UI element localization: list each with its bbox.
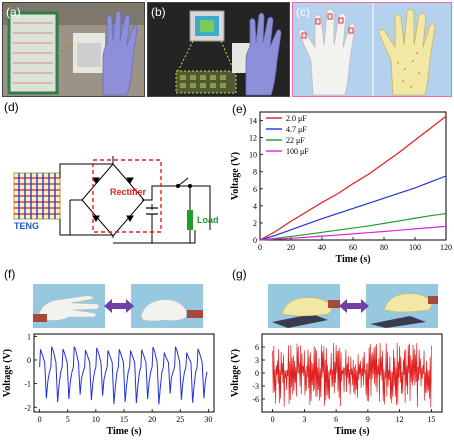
bridge-rectifier (81, 163, 145, 237)
double-arrow-icon (104, 299, 134, 313)
photo-panel-a: (a) (2, 2, 145, 97)
x-tick-label: 40 (318, 243, 326, 252)
glove-voltage-chart: 0 5 10 15 20 25 30 -2 -1 0 1 Time (s) Voltage (V) (2, 332, 215, 437)
y-tick-label: -1 (24, 380, 31, 389)
panel-label-a: (a) (6, 5, 21, 19)
photo-c-illustration (293, 3, 451, 96)
photo-b-illustration (148, 3, 289, 96)
x-tick-label: 20 (148, 415, 156, 424)
y-axis-label: Voltage (V) (2, 349, 13, 397)
chart-panel-f: (f) 0 5 10 15 20 25 30 -2 -1 0 1 Time (s) Voltage (V… (0, 264, 226, 441)
legend-label-2: 22 μF (286, 136, 305, 145)
x-axis-label: Time (s) (334, 426, 369, 437)
x-axis-label: Time (s) (106, 426, 141, 437)
panel-label-g: (g) (232, 267, 247, 281)
y-tick-label: 2 (253, 219, 257, 228)
x-tick-label: 30 (204, 415, 212, 424)
x-tick-label: 10 (92, 415, 100, 424)
circuit-diagram (13, 156, 211, 244)
series-line-2 (259, 212, 447, 241)
x-tick-label: 6 (334, 415, 338, 424)
panel-label-f: (f) (4, 267, 16, 281)
chart-panel-e: (e) 0 20 40 60 80 100 120 0 2 4 6 8 10 12 14 Time (s) Vo… (228, 98, 454, 264)
circuit-panel-d: (d) (0, 98, 228, 248)
y-tick-label: 0 (253, 236, 257, 245)
chart-panel-g: (g) 0 3 6 9 12 15 -6 -3 0 3 6 Time (s) Voltage (V) (228, 264, 454, 441)
panel-label-c: (c) (296, 5, 310, 19)
load-label: Load (197, 215, 219, 225)
x-tick-label: 0 (258, 243, 262, 252)
x-tick-label: 0 (271, 415, 275, 424)
x-tick-label: 15 (120, 415, 128, 424)
x-tick-label: 3 (302, 415, 306, 424)
series-line-1 (259, 175, 447, 241)
y-tick-label: -6 (252, 395, 259, 404)
circuit-wires (59, 156, 211, 244)
x-tick-label: 20 (287, 243, 295, 252)
photo-f-glove-flat (33, 284, 105, 328)
y-tick-label: 0 (27, 356, 31, 365)
y-tick-label: 14 (249, 117, 257, 126)
y-axis-label: Voltage (V) (230, 349, 241, 397)
photo-g-glove-lift (366, 284, 438, 328)
x-tick-label: 12 (396, 415, 404, 424)
x-tick-label: 5 (66, 415, 70, 424)
series-line-3 (259, 225, 447, 241)
photo-f-glove-bent (131, 284, 203, 328)
x-tick-label: 100 (409, 243, 421, 252)
load-resistor (187, 210, 193, 230)
x-tick-label: 80 (380, 243, 388, 252)
y-tick-label: -2 (24, 403, 31, 412)
glove-press-voltage-chart: 0 3 6 9 12 15 -6 -3 0 3 6 Time (s) Voltage (V) (230, 333, 443, 437)
y-tick-label: 10 (249, 151, 257, 160)
x-tick-label: 9 (366, 415, 370, 424)
y-tick-label: 12 (249, 134, 257, 143)
y-tick-label: 1 (27, 332, 31, 341)
photo-a-illustration (3, 3, 144, 96)
panel-label-b: (b) (151, 5, 166, 19)
legend-label-1: 4.7 μF (286, 125, 307, 134)
voltage-trace (272, 342, 432, 408)
photo-g-glove-press (268, 284, 340, 328)
y-tick-label: 4 (253, 202, 257, 211)
legend-label-3: 100 μF (286, 147, 309, 156)
double-arrow-icon (339, 299, 369, 313)
y-axis-label: Voltage (V) (230, 152, 241, 200)
teng-grid (13, 172, 61, 220)
capacitor-charging-chart: 0 20 40 60 80 100 120 0 2 4 6 8 10 12 14 Time (s) Voltag… (230, 111, 452, 264)
y-tick-label: 6 (255, 343, 259, 352)
y-tick-label: 8 (253, 168, 257, 177)
x-tick-label: 120 (440, 243, 452, 252)
teng-label: TENG (14, 221, 40, 231)
photo-panel-b: (b) (147, 2, 290, 97)
x-tick-label: 25 (176, 415, 184, 424)
x-axis-label: Time (s) (335, 254, 370, 264)
capacitor (146, 207, 158, 215)
panel-label-e: (e) (232, 102, 247, 116)
x-tick-label: 60 (349, 243, 357, 252)
x-tick-label: 15 (427, 415, 435, 424)
voltage-trace (39, 346, 208, 405)
rectifier-label: Rectifier (110, 187, 147, 197)
legend-label-0: 2.0 μF (286, 114, 307, 123)
series-line-0 (259, 115, 447, 241)
y-tick-label: 6 (253, 185, 257, 194)
x-tick-label: 0 (38, 415, 42, 424)
y-tick-label: 3 (255, 356, 259, 365)
panel-label-d: (d) (4, 100, 19, 114)
y-tick-label: -3 (252, 382, 259, 391)
y-tick-label: 0 (255, 369, 259, 378)
photo-panel-c: (c) (292, 2, 452, 97)
